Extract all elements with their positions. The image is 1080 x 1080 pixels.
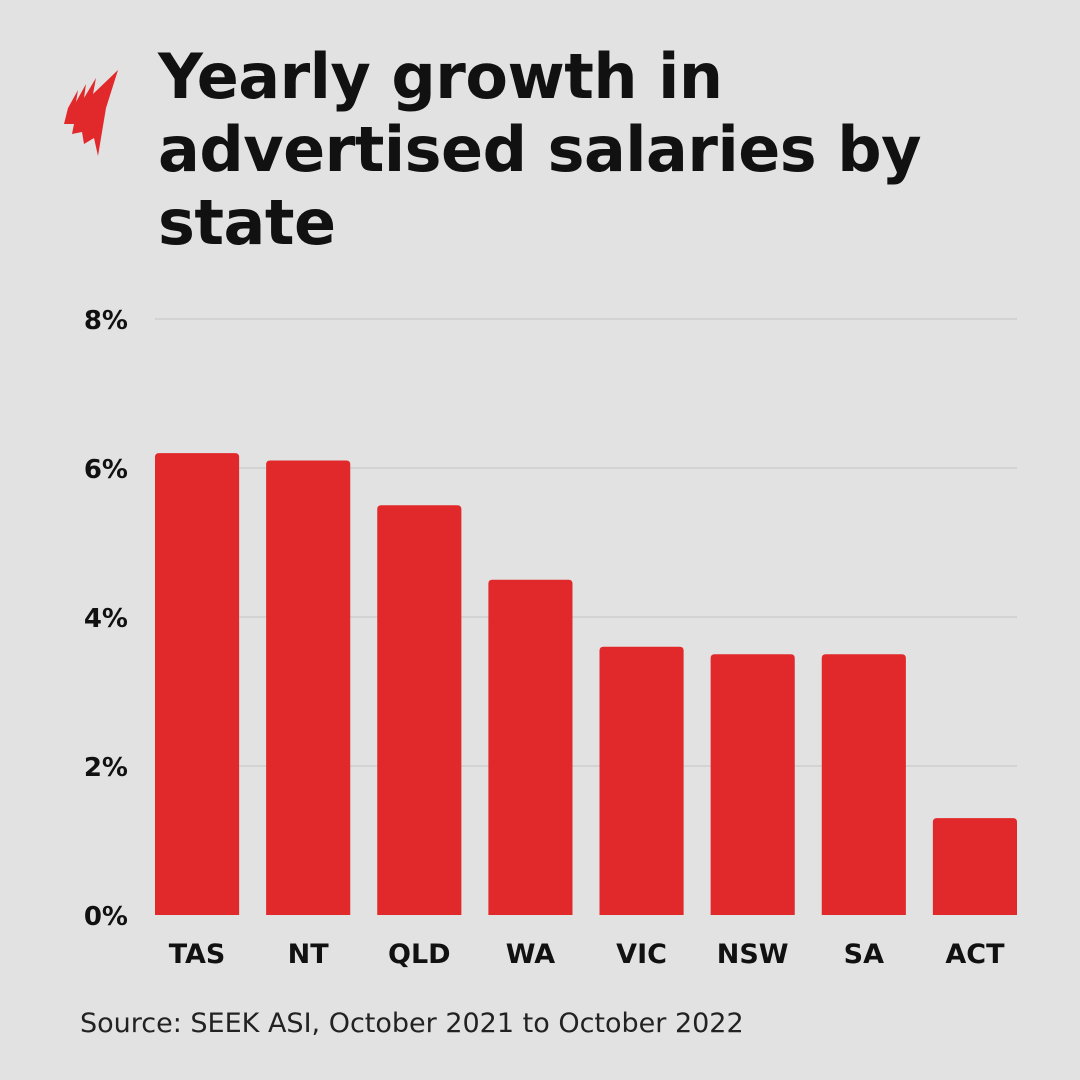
bar-tas	[155, 453, 240, 915]
y-tick-label: 6%	[84, 455, 128, 485]
x-tick-label: VIC	[616, 939, 667, 970]
bar-vic	[599, 646, 684, 915]
x-tick-label: ACT	[945, 939, 1005, 970]
bar-wa	[488, 579, 573, 915]
x-tick-label: SA	[844, 939, 884, 970]
bar-act	[932, 818, 1017, 915]
sbs-logo-icon	[64, 70, 118, 156]
y-tick-label: 8%	[84, 306, 128, 336]
bar-qld	[377, 505, 462, 915]
bar-chart: 0% 2% 4% 6% 8% TAS NT QLD WA VIC NSW SA ACT	[84, 306, 1017, 970]
bar-nt	[266, 460, 351, 915]
bar-sa	[821, 654, 906, 915]
x-tick-label: NSW	[717, 939, 789, 970]
x-tick-label: QLD	[388, 939, 451, 970]
x-tick-label: TAS	[169, 939, 226, 970]
x-tick-label: WA	[506, 939, 556, 970]
y-tick-label: 2%	[84, 753, 128, 783]
bar-nsw	[710, 654, 795, 915]
x-tick-label: NT	[288, 939, 330, 970]
source-note: Source: SEEK ASI, October 2021 to Octobe…	[80, 1008, 744, 1039]
chart-title: Yearly growth in advertised salaries by …	[158, 40, 922, 259]
y-tick-label: 4%	[84, 604, 128, 634]
y-tick-label: 0%	[84, 902, 128, 932]
